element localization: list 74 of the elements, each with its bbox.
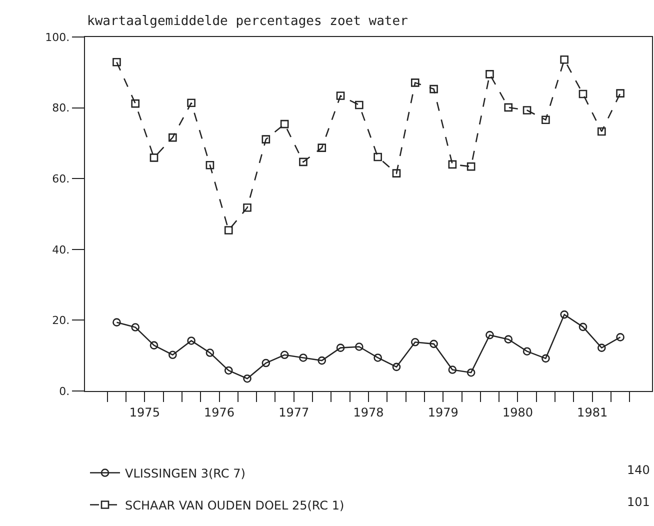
point	[150, 341, 158, 350]
text: 101	[627, 495, 650, 509]
point	[522, 106, 532, 114]
point	[486, 70, 494, 78]
point	[131, 99, 140, 108]
y-tick-label: 80.	[52, 102, 70, 115]
y-tick-label: 20.	[52, 314, 70, 328]
point	[597, 127, 606, 136]
point	[224, 366, 233, 375]
point	[243, 374, 252, 383]
x-tick-label: 1975	[129, 406, 160, 420]
point	[504, 335, 513, 344]
point	[112, 318, 121, 326]
y-tick-label: 40.	[52, 243, 70, 256]
point	[430, 84, 438, 94]
point	[392, 169, 401, 178]
x-tick-label: 1979	[428, 406, 458, 420]
point	[131, 323, 140, 332]
point	[336, 92, 345, 100]
point	[262, 358, 270, 368]
point	[410, 78, 420, 87]
point	[374, 152, 382, 162]
x-tick-label: 1976	[204, 406, 235, 420]
point	[578, 90, 588, 98]
point	[466, 368, 476, 377]
point	[616, 333, 624, 342]
point	[597, 344, 606, 352]
point	[355, 100, 364, 110]
y-tick-label: 100.	[45, 30, 70, 44]
point	[374, 354, 382, 362]
point	[430, 340, 438, 348]
legend-label: VLISSINGEN 3(RC 7)	[125, 466, 246, 480]
point	[187, 98, 196, 107]
point	[560, 310, 568, 319]
point	[448, 366, 457, 374]
point	[616, 89, 624, 98]
point	[280, 350, 289, 360]
point	[318, 144, 326, 152]
point	[299, 158, 308, 166]
legend-label: SCHAAR VAN OUDEN DOEL 25(RC 1)	[125, 498, 344, 512]
point	[280, 120, 289, 128]
point	[150, 154, 158, 162]
point	[243, 203, 252, 212]
point	[522, 347, 532, 356]
text: 140	[627, 463, 650, 477]
point	[410, 338, 420, 346]
point	[578, 322, 588, 332]
point	[112, 58, 121, 66]
x-tick-label: 1980	[502, 406, 533, 420]
point	[318, 356, 326, 365]
x-tick-label: 1977	[278, 406, 310, 420]
point	[206, 348, 214, 357]
point	[392, 362, 401, 372]
point	[486, 330, 494, 340]
point	[206, 161, 214, 170]
point	[542, 354, 550, 363]
point	[542, 116, 550, 124]
point	[299, 354, 308, 362]
point	[560, 56, 568, 64]
point	[224, 226, 233, 234]
point	[504, 103, 513, 112]
point	[168, 350, 177, 360]
x-tick-label: 1981	[577, 406, 608, 420]
point	[355, 342, 364, 351]
chart-title: kwartaalgemiddelde percentages zoet water	[87, 14, 408, 29]
x-tick-label: 1978	[353, 406, 384, 420]
point	[187, 336, 196, 345]
point	[448, 160, 457, 169]
point	[336, 344, 345, 352]
y-tick-label: 60.	[52, 172, 70, 186]
y-tick-label: 0.	[59, 384, 70, 398]
point	[466, 162, 476, 171]
point	[262, 135, 270, 144]
point	[168, 133, 177, 142]
